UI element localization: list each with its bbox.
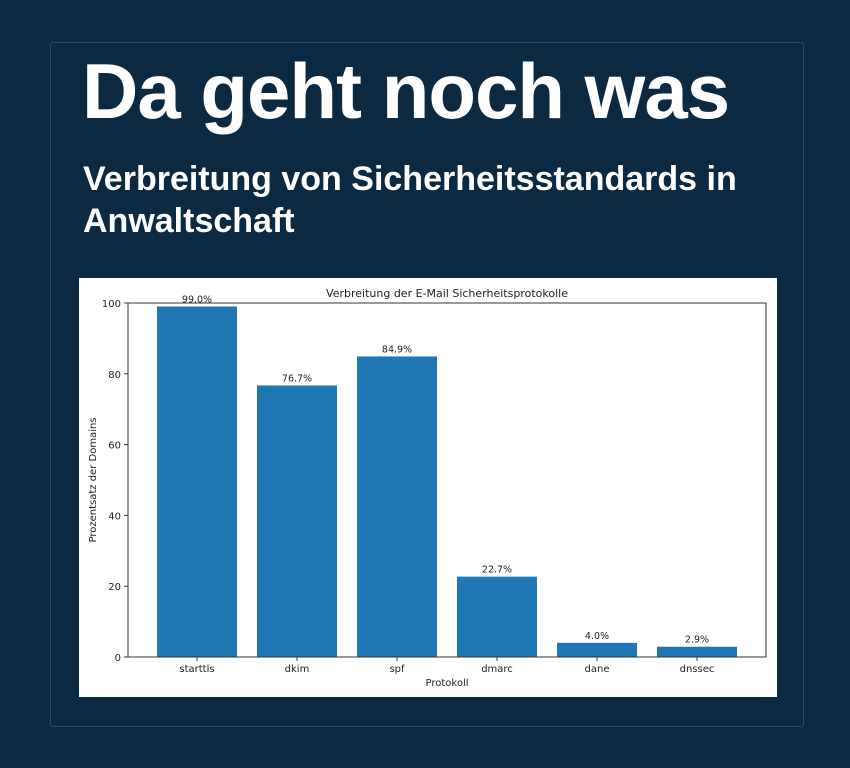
x-tick-label-starttls: starttls <box>179 664 214 675</box>
chart-image: Verbreitung der E-Mail Sicherheitsprotok… <box>79 278 777 697</box>
bar-dane <box>557 642 637 657</box>
bar-chart: Verbreitung der E-Mail Sicherheitsprotok… <box>88 287 767 689</box>
y-axis-label: Prozentsatz der Domains <box>88 417 99 542</box>
y-tick-label: 40 <box>108 511 121 522</box>
data-label-dnssec: 2.9% <box>685 635 709 646</box>
y-tick-label: 80 <box>108 370 121 381</box>
x-axis-label: Protokoll <box>425 678 468 689</box>
x-tick-label-dkim: dkim <box>285 664 310 675</box>
subtitle: Verbreitung von Sicherheitsstandards in … <box>83 160 737 240</box>
headline: Da geht noch was <box>82 47 730 135</box>
plot-frame <box>127 302 767 658</box>
content-card <box>50 42 804 727</box>
data-label-dane: 4.0% <box>585 631 609 642</box>
bar-spf <box>357 356 437 657</box>
bar-dmarc <box>457 576 537 657</box>
data-label-starttls: 99.0% <box>182 295 212 306</box>
bar-dnssec <box>657 646 737 657</box>
x-tick-label-dnssec: dnssec <box>680 664 715 675</box>
y-tick-label: 0 <box>115 653 121 664</box>
bar-starttls <box>157 306 237 657</box>
y-tick-label: 100 <box>102 299 121 310</box>
x-tick-label-spf: spf <box>389 664 405 675</box>
y-tick-label: 20 <box>108 582 121 593</box>
x-tick-label-dmarc: dmarc <box>481 664 513 675</box>
x-tick-label-dane: dane <box>585 664 610 675</box>
data-label-spf: 84.9% <box>382 344 412 355</box>
y-tick-label: 60 <box>108 441 121 452</box>
bar-dkim <box>257 385 337 657</box>
data-label-dmarc: 22.7% <box>482 565 512 576</box>
data-label-dkim: 76.7% <box>282 373 312 384</box>
chart-title: Verbreitung der E-Mail Sicherheitsprotok… <box>326 287 568 300</box>
